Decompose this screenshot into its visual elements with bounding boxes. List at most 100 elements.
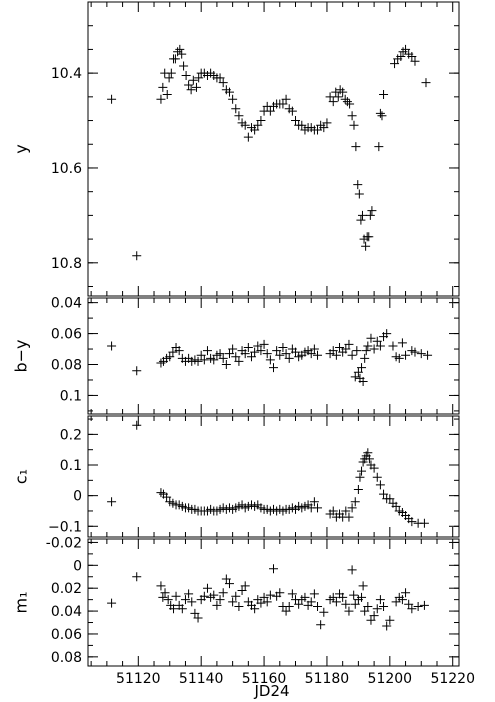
data-point bbox=[231, 352, 241, 362]
data-point bbox=[379, 489, 389, 499]
data-point bbox=[156, 94, 166, 104]
data-point bbox=[313, 125, 323, 135]
data-point bbox=[306, 349, 316, 359]
data-point bbox=[347, 565, 357, 575]
data-point bbox=[358, 377, 368, 387]
data-point bbox=[358, 581, 368, 591]
data-point bbox=[231, 104, 241, 114]
data-point bbox=[398, 47, 408, 57]
data-point bbox=[374, 142, 384, 152]
data-point bbox=[366, 333, 376, 343]
data-point bbox=[262, 597, 272, 607]
y-axis-label: m₁ bbox=[12, 592, 31, 614]
data-point bbox=[228, 344, 238, 354]
data-point bbox=[363, 602, 373, 612]
y-tick-label: 0.08 bbox=[51, 358, 82, 374]
data-point bbox=[265, 590, 275, 600]
data-point bbox=[338, 87, 348, 97]
data-point bbox=[313, 350, 323, 360]
data-point bbox=[335, 342, 345, 352]
data-point bbox=[313, 503, 323, 513]
data-point bbox=[240, 349, 250, 359]
y-tick-label: 0 bbox=[73, 489, 82, 505]
data-point bbox=[360, 606, 370, 616]
data-point bbox=[349, 120, 359, 130]
data-point bbox=[177, 604, 187, 614]
data-point bbox=[256, 116, 266, 126]
data-point bbox=[350, 372, 360, 382]
data-point bbox=[316, 620, 326, 630]
data-point bbox=[394, 353, 404, 363]
data-point bbox=[357, 592, 367, 602]
data-point bbox=[333, 92, 343, 102]
data-point bbox=[351, 142, 361, 152]
data-point bbox=[294, 599, 304, 609]
data-point bbox=[224, 349, 234, 359]
data-point bbox=[224, 87, 234, 97]
data-point bbox=[382, 621, 392, 631]
data-point bbox=[353, 180, 363, 190]
panel-y: 10.4 10.6 10.8 y bbox=[12, 1, 460, 297]
data-point bbox=[162, 89, 172, 99]
data-point bbox=[344, 606, 354, 616]
data-point bbox=[166, 68, 176, 78]
data-point bbox=[319, 607, 329, 617]
data-point bbox=[221, 574, 231, 584]
data-point bbox=[369, 611, 379, 621]
data-point bbox=[353, 367, 363, 377]
data-point bbox=[341, 506, 351, 516]
data-point bbox=[407, 604, 417, 614]
data-point bbox=[107, 94, 117, 104]
data-point bbox=[309, 344, 319, 354]
data-point bbox=[234, 111, 244, 121]
data-point bbox=[377, 111, 387, 121]
data-point bbox=[190, 608, 200, 618]
data-point bbox=[353, 485, 363, 495]
data-point bbox=[132, 420, 142, 430]
x-tick-label: 51160 bbox=[242, 671, 287, 687]
data-point bbox=[325, 92, 335, 102]
data-point bbox=[284, 353, 294, 363]
data-point bbox=[262, 349, 272, 359]
data-point bbox=[209, 590, 219, 600]
data-point bbox=[297, 120, 307, 130]
x-tick-label: 51180 bbox=[305, 671, 350, 687]
data-point bbox=[193, 356, 203, 366]
data-point bbox=[156, 488, 166, 498]
data-point bbox=[188, 75, 198, 85]
data-point bbox=[199, 591, 209, 601]
y-axis-label: c₁ bbox=[12, 469, 31, 484]
data-point bbox=[281, 606, 291, 616]
data-point bbox=[313, 602, 323, 612]
data-point bbox=[322, 118, 332, 128]
data-point bbox=[344, 339, 354, 349]
y-tick-label: 0.1 bbox=[60, 458, 82, 474]
data-point bbox=[413, 602, 423, 612]
data-point bbox=[156, 581, 166, 591]
x-tick-label: 51120 bbox=[116, 671, 161, 687]
data-point bbox=[291, 116, 301, 126]
data-point bbox=[107, 497, 117, 507]
data-point bbox=[209, 355, 219, 365]
data-point bbox=[344, 512, 354, 522]
data-point bbox=[364, 232, 374, 242]
data-point bbox=[357, 466, 367, 476]
data-point bbox=[340, 94, 350, 104]
data-point bbox=[187, 597, 197, 607]
data-point bbox=[278, 99, 288, 109]
y-tick-label: −0.1 bbox=[48, 519, 82, 535]
data-point bbox=[215, 349, 225, 359]
data-point bbox=[375, 480, 385, 490]
data-point bbox=[375, 341, 385, 351]
panels-layer: 10.410.610.8y0.040.060.080.1b−y−0.100.10… bbox=[12, 1, 475, 687]
data-point bbox=[158, 82, 168, 92]
data-point bbox=[163, 595, 173, 605]
y-tick-label: 0.04 bbox=[51, 604, 82, 620]
data-point bbox=[265, 355, 275, 365]
data-point bbox=[278, 342, 288, 352]
x-tick-label: 51200 bbox=[368, 671, 413, 687]
data-point bbox=[107, 341, 117, 351]
data-point bbox=[196, 350, 206, 360]
data-point bbox=[275, 588, 285, 598]
data-point bbox=[215, 595, 225, 605]
